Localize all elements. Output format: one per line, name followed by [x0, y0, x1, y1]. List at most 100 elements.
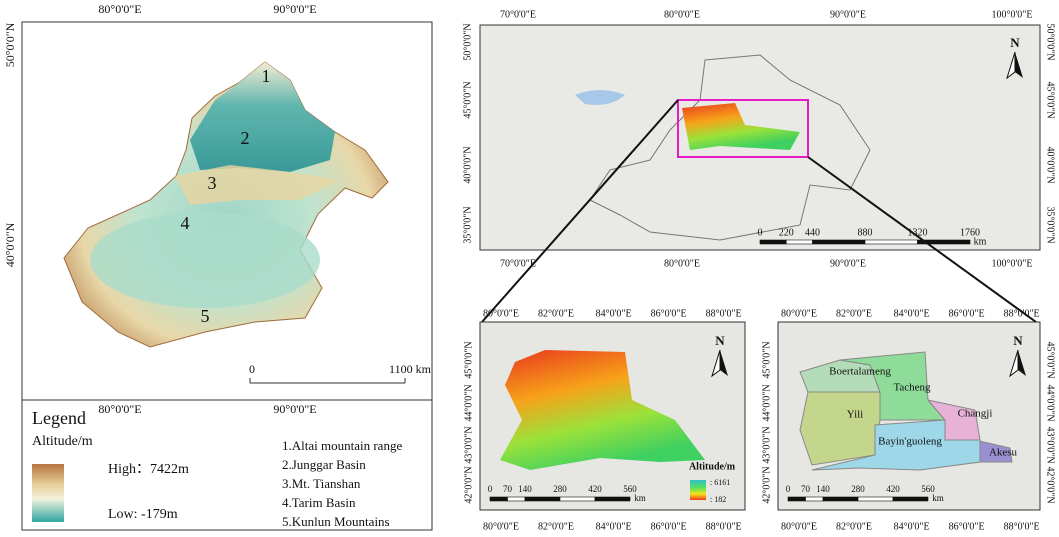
lat-label: 50°0'0"N — [1045, 23, 1056, 60]
scale-label: 440 — [805, 227, 820, 238]
scale-segment — [787, 496, 806, 502]
altitude-legend-ramp — [690, 480, 706, 500]
region-number: 3 — [208, 173, 217, 193]
region-label: Yili — [847, 409, 864, 421]
lon-label: 80°0'0"E — [483, 308, 519, 319]
study-area — [682, 103, 800, 150]
region-label: Changji — [958, 408, 993, 420]
scale-segment — [507, 496, 526, 502]
lon-label: 82°0'0"E — [538, 308, 574, 319]
lat-label: 40°0'0"N — [462, 146, 473, 183]
legend-item: 3.Mt. Tianshan — [282, 476, 361, 491]
lon-label: 80°0'0"E — [664, 258, 700, 269]
altitude-legend-high: : 6161 — [710, 478, 730, 487]
scale-segment — [857, 496, 894, 502]
study-area-box — [677, 99, 809, 158]
tarim-basin — [90, 212, 320, 308]
lon-label: 84°0'0"E — [596, 308, 632, 319]
north-label: N — [715, 333, 725, 348]
north-arrow — [1015, 52, 1023, 78]
scale-unit: km — [974, 236, 987, 247]
altitude-legend-low: : 182 — [710, 495, 726, 504]
scale-label: 0 — [758, 227, 763, 238]
scale-label: 140 — [816, 484, 830, 494]
scale-segment — [594, 496, 631, 502]
scale-segment — [822, 496, 859, 502]
scale-unit: km — [932, 493, 944, 503]
lon-label: 82°0'0"E — [538, 521, 574, 532]
region-number: 2 — [241, 128, 250, 148]
lon-label: 88°0'0"E — [1004, 521, 1040, 532]
lon-label: 80°0'0"E — [483, 521, 519, 532]
region-label: Tacheng — [893, 382, 931, 394]
lon-label: 90°0'0"E — [830, 9, 866, 20]
zoom-line — [481, 99, 679, 323]
scale-segment — [559, 496, 596, 502]
scale-label: 420 — [886, 484, 900, 494]
lon-label: 90°0'0"E — [273, 2, 316, 16]
lat-label: 42°0'0"N — [463, 466, 474, 503]
lat-label: 43°0'0"N — [761, 426, 772, 463]
lat-label: 45°0'0"N — [462, 81, 473, 118]
scale-label: 1320 — [908, 227, 928, 238]
lat-label: 45°0'0"N — [1045, 341, 1056, 378]
junggar-basin — [190, 62, 335, 172]
legend-item: 1.Altai mountain range — [282, 438, 402, 453]
lon-label: 80°0'0"E — [781, 521, 817, 532]
north-arrow — [711, 349, 721, 378]
lat-label: 45°0'0"N — [463, 341, 474, 378]
lat-label: 50°0'0"N — [3, 22, 17, 67]
lon-label: 70°0'0"E — [500, 9, 536, 20]
legend-subtitle: Altitude/m — [32, 434, 93, 449]
lon-label: 84°0'0"E — [596, 521, 632, 532]
region-label: Akesu — [989, 447, 1018, 459]
legend-gradient — [32, 464, 64, 522]
scale-unit: km — [634, 493, 646, 503]
region-number: 4 — [181, 213, 190, 233]
scale-label: 1100 km — [389, 362, 432, 376]
altitude-surface — [500, 350, 705, 470]
lon-label: 82°0'0"E — [836, 521, 872, 532]
lon-label: 80°0'0"E — [98, 402, 141, 416]
scale-segment — [864, 239, 918, 245]
lat-label: 35°0'0"N — [1045, 206, 1056, 243]
xinjiang-outline — [589, 54, 871, 241]
lat-label: 40°0'0"N — [3, 222, 17, 267]
lat-label: 50°0'0"N — [462, 23, 473, 60]
legend-title: Legend — [32, 408, 86, 428]
lat-label: 45°0'0"N — [1045, 81, 1056, 118]
region-number: 5 — [201, 306, 210, 326]
region-bayinguoleng — [811, 419, 981, 471]
lon-label: 80°0'0"E — [98, 2, 141, 16]
lat-label: 43°0'0"N — [463, 426, 474, 463]
legend-item: 5.Kunlun Mountains — [282, 514, 390, 529]
region-number: 1 — [262, 66, 271, 86]
zoom-line — [807, 156, 1037, 323]
north-arrow — [1006, 51, 1016, 80]
lat-label: 44°0'0"N — [1045, 384, 1056, 421]
lon-label: 84°0'0"E — [894, 308, 930, 319]
lon-label: 80°0'0"E — [781, 308, 817, 319]
legend-item: 4.Tarim Basin — [282, 495, 356, 510]
lon-label: 84°0'0"E — [894, 521, 930, 532]
tianshan — [175, 165, 340, 205]
lon-label: 100°0'0"E — [992, 9, 1033, 20]
altitude-legend-title: Altitude/m — [689, 461, 736, 472]
lon-label: 86°0'0"E — [651, 521, 687, 532]
scale-label: 0 — [249, 362, 255, 376]
scale-label: 70 — [503, 484, 513, 494]
scale-segment — [892, 496, 929, 502]
lat-label: 43°0'0"N — [1045, 426, 1056, 463]
lat-label: 45°0'0"N — [761, 341, 772, 378]
lon-label: 100°0'0"E — [992, 258, 1033, 269]
lon-label: 82°0'0"E — [836, 308, 872, 319]
legend-high: High：7422m — [108, 462, 189, 477]
scale-segment — [805, 496, 824, 502]
scale-label: 1760 — [960, 227, 980, 238]
lon-label: 90°0'0"E — [273, 402, 316, 416]
lon-label: 88°0'0"E — [706, 308, 742, 319]
region-yili — [799, 391, 881, 466]
scale-segment — [759, 239, 787, 245]
region-label: Boertalameng — [829, 366, 891, 378]
